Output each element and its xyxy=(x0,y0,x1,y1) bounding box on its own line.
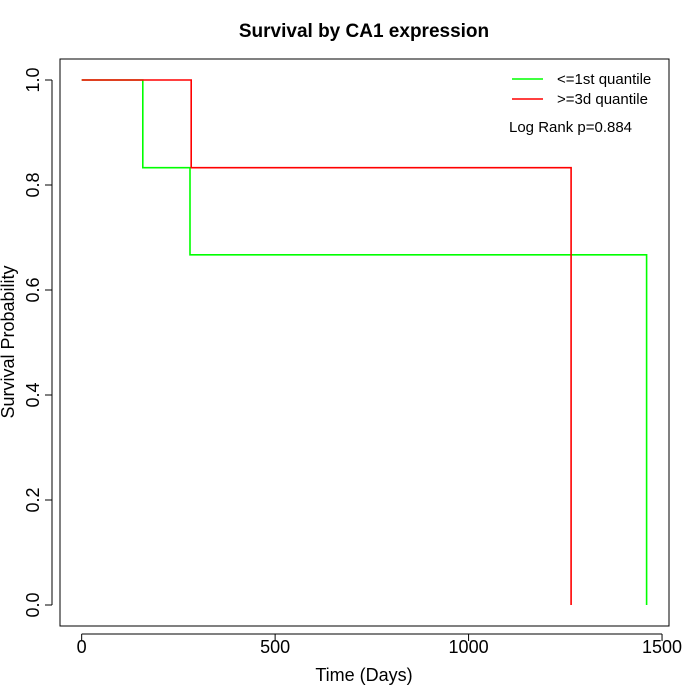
y-axis: 0.0 0.2 0.4 0.6 0.8 1.0 xyxy=(23,67,53,618)
log-rank-annotation: Log Rank p=0.884 xyxy=(509,119,632,136)
y-tick-label: 1.0 xyxy=(23,67,43,92)
plot-frame xyxy=(59,58,670,627)
x-tick-label: 0 xyxy=(77,637,87,657)
y-tick-label: 0.6 xyxy=(23,277,43,302)
x-tick-label: 1000 xyxy=(449,637,489,657)
y-tick-label: 0.8 xyxy=(23,172,43,197)
x-tick-label: 500 xyxy=(260,637,290,657)
legend-label: >=3d quantile xyxy=(557,91,648,108)
legend-label: <=1st quantile xyxy=(557,71,651,88)
survival-curve-1 xyxy=(81,79,648,605)
y-axis-label: Survival Probability xyxy=(0,265,18,418)
survival-curves xyxy=(81,79,648,605)
x-axis: 0 500 1000 1500 xyxy=(77,633,682,657)
x-axis-label: Time (Days) xyxy=(315,665,412,685)
survival-curve-2 xyxy=(81,79,572,605)
legend: <=1st quantile >=3d quantile xyxy=(512,71,651,108)
y-tick-label: 0.2 xyxy=(23,487,43,512)
x-tick-label: 1500 xyxy=(642,637,682,657)
y-tick-label: 0.4 xyxy=(23,382,43,407)
y-tick-label: 0.0 xyxy=(23,592,43,617)
chart-title: Survival by CA1 expression xyxy=(239,21,489,42)
